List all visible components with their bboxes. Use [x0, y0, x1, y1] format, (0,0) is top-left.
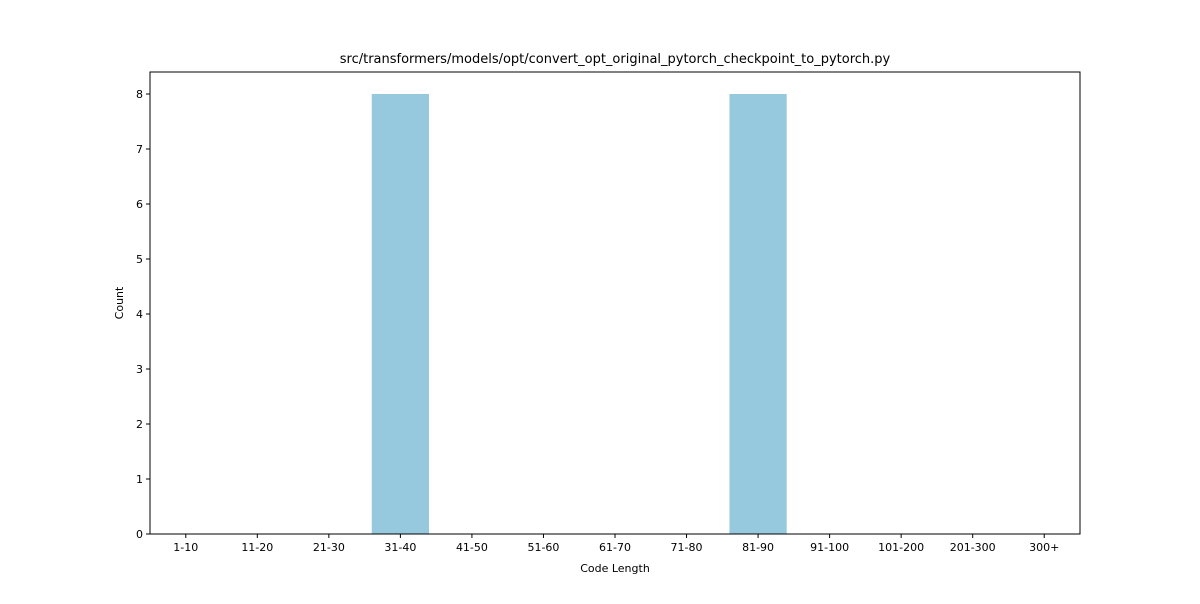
x-tick-label: 31-40: [384, 541, 416, 554]
x-tick-label: 21-30: [313, 541, 345, 554]
x-axis-label: Code Length: [580, 562, 650, 575]
x-tick-label: 201-300: [950, 541, 996, 554]
x-tick-label: 41-50: [456, 541, 488, 554]
x-axis-ticks: 1-10 11-20 21-30 31-40 41-50 51-60 61-70 71-80 8…: [173, 534, 1059, 554]
x-tick-label: 91-100: [810, 541, 849, 554]
x-tick-label: 81-90: [742, 541, 774, 554]
y-axis-ticks: 0 1 2 3 4 5 6 7 8: [136, 88, 150, 541]
x-tick-label: 71-80: [671, 541, 703, 554]
bar-31-40: [371, 94, 429, 534]
y-axis-label: Count: [113, 286, 126, 319]
y-tick-label: 0: [136, 528, 143, 541]
x-tick-label: 300+: [1029, 541, 1059, 554]
y-tick-label: 8: [136, 88, 143, 101]
y-tick-label: 3: [136, 363, 143, 376]
bar-81-90: [729, 94, 787, 534]
y-tick-label: 1: [136, 473, 143, 486]
y-tick-label: 4: [136, 308, 143, 321]
chart-title: src/transformers/models/opt/convert_opt_…: [340, 52, 891, 67]
plot-frame: [149, 71, 1081, 535]
x-tick-label: 11-20: [241, 541, 273, 554]
bars-group: [371, 94, 787, 534]
x-tick-label: 101-200: [878, 541, 924, 554]
x-tick-label: 51-60: [527, 541, 559, 554]
y-tick-label: 2: [136, 418, 143, 431]
y-tick-label: 5: [136, 253, 143, 266]
y-tick-label: 7: [136, 143, 143, 156]
x-tick-label: 61-70: [599, 541, 631, 554]
x-tick-label: 1-10: [173, 541, 198, 554]
y-tick-label: 6: [136, 198, 143, 211]
